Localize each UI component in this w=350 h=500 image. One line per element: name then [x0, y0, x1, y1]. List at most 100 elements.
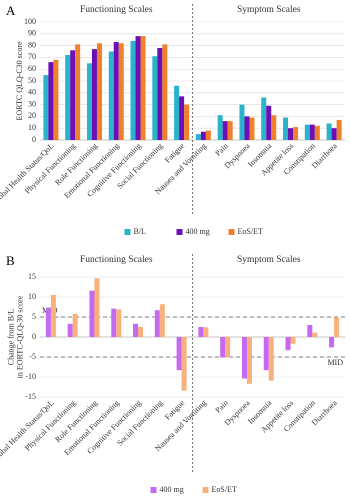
- y-tick-label: 90: [28, 29, 36, 38]
- bar: [138, 327, 144, 337]
- bar: [241, 337, 247, 379]
- bar: [89, 290, 95, 337]
- y-tick-label: -15: [25, 392, 36, 401]
- bar: [217, 115, 223, 140]
- bar: [184, 104, 190, 140]
- bar: [227, 121, 233, 140]
- bar: [246, 337, 252, 384]
- bar: [176, 337, 182, 371]
- bar: [179, 96, 185, 140]
- bar: [50, 295, 56, 337]
- bar: [154, 310, 160, 337]
- bar: [111, 308, 117, 337]
- y-tick-label: 0: [32, 135, 36, 144]
- bar: [70, 50, 76, 140]
- bar: [249, 117, 255, 140]
- section-label: Symptom Scales: [237, 255, 301, 265]
- bar: [268, 337, 274, 381]
- y-tick-label: 40: [28, 88, 36, 97]
- legend-swatch: [228, 229, 235, 235]
- bar: [266, 105, 272, 140]
- legend-swatch: [176, 229, 183, 235]
- bar: [152, 56, 158, 140]
- panel-label: A: [6, 3, 16, 18]
- bar: [43, 75, 49, 140]
- y-tick-label: 20: [28, 111, 36, 120]
- section-label: Symptom Scales: [237, 5, 301, 15]
- bar: [263, 337, 269, 371]
- section-label: Functioning Scales: [80, 255, 153, 265]
- bar: [290, 337, 296, 344]
- bar: [174, 85, 180, 140]
- bar: [162, 44, 168, 140]
- bar: [329, 337, 335, 348]
- bar: [222, 121, 228, 140]
- bar: [239, 104, 245, 140]
- legend-label: B/L: [134, 227, 147, 236]
- bar: [157, 47, 163, 140]
- bar: [336, 119, 342, 140]
- bar: [72, 313, 78, 337]
- bar: [67, 323, 73, 337]
- legend-swatch: [202, 487, 209, 493]
- bar: [53, 59, 59, 141]
- bar: [225, 337, 231, 358]
- bar: [331, 128, 337, 140]
- bar: [271, 115, 277, 140]
- bar: [135, 36, 141, 140]
- y-tick-label: 15: [28, 272, 36, 281]
- bar: [334, 317, 340, 337]
- bar: [118, 43, 124, 140]
- bar: [94, 278, 100, 337]
- bar: [48, 62, 54, 141]
- legend-label: EoS/ET: [212, 485, 237, 494]
- bar: [91, 49, 97, 140]
- y-tick-label: 10: [28, 123, 36, 132]
- y-tick-label: -5: [29, 352, 36, 361]
- legend-swatch: [124, 229, 131, 235]
- y-tick-label: 70: [28, 52, 36, 61]
- bar: [130, 40, 136, 140]
- panel-label: B: [6, 253, 15, 268]
- y-tick-label: 60: [28, 64, 36, 73]
- bar: [220, 337, 226, 358]
- bar: [45, 307, 51, 337]
- bar: [304, 124, 310, 140]
- bar: [200, 131, 206, 140]
- y-tick-label: 10: [28, 292, 36, 301]
- y-tick-label: 0: [32, 332, 36, 341]
- x-tick-label: Pain: [213, 141, 229, 157]
- bar: [96, 43, 102, 140]
- bar: [293, 127, 299, 140]
- bar: [159, 304, 165, 337]
- bar: [205, 130, 211, 140]
- bar: [312, 332, 318, 337]
- bar: [113, 42, 119, 141]
- x-tick-label: Pain: [213, 398, 229, 414]
- bar: [195, 134, 201, 140]
- bar: [288, 128, 294, 140]
- legend-label: EoS/ET: [238, 227, 263, 236]
- y-tick-label: 100: [24, 17, 36, 26]
- bar: [108, 51, 114, 140]
- legend-label: 400 mg: [160, 485, 184, 494]
- bar: [86, 63, 92, 140]
- bar: [65, 55, 71, 140]
- y-tick-label: 50: [28, 76, 36, 85]
- bar: [75, 44, 81, 140]
- bar: [133, 323, 139, 337]
- bar: [140, 36, 146, 140]
- bar: [307, 325, 313, 337]
- bar: [244, 116, 250, 140]
- bar: [198, 327, 204, 337]
- y-axis-label: EORTC QLQ-C30 score: [15, 41, 24, 121]
- bar: [326, 123, 332, 140]
- bar: [116, 309, 122, 337]
- section-label: Functioning Scales: [80, 5, 153, 15]
- y-axis-label: Change from B/L: [6, 309, 15, 366]
- bar: [261, 97, 267, 140]
- legend-swatch: [150, 487, 157, 493]
- bar: [283, 117, 289, 140]
- bar: [314, 125, 320, 140]
